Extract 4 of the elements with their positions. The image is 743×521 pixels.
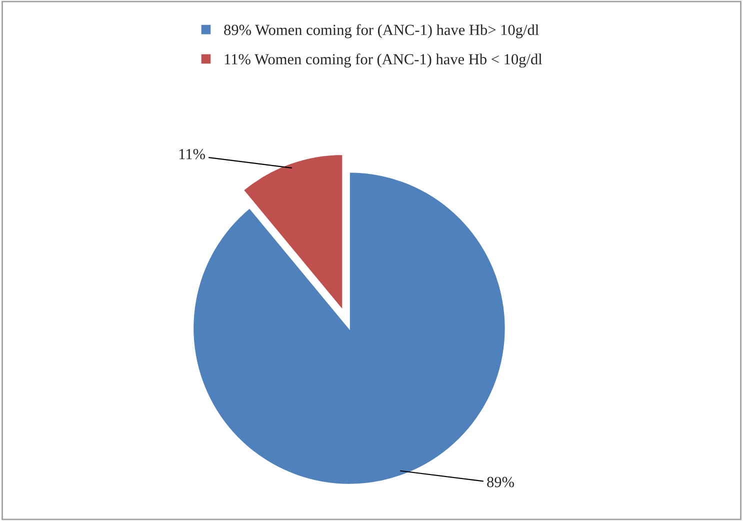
data-label: 11%: [179, 148, 206, 160]
legend-label: 89% Women coming for (ANC-1) have Hb> 10g/dl: [224, 24, 539, 38]
legend-label: 11% Women coming for (ANC-1) have Hb < 10g/dl: [224, 54, 542, 68]
data-label: 89%: [487, 476, 514, 488]
